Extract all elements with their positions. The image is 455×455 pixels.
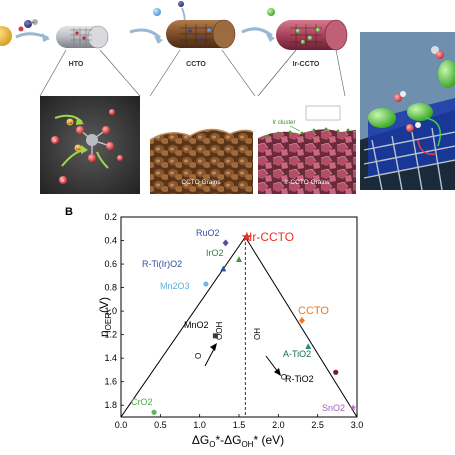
y-tick-label: 0.6 bbox=[104, 259, 117, 269]
y-axis-title: ηOER(V) bbox=[97, 297, 113, 337]
x-tick-label: 2.5 bbox=[311, 420, 324, 430]
point-r-tio2 bbox=[333, 369, 339, 375]
point-iro2 bbox=[236, 256, 242, 262]
mechanism-annotation-right: OH O bbox=[253, 328, 289, 380]
x-axis-ticks: 0.0 0.5 1.0 1.5 2.0 2.5 3.0 bbox=[115, 414, 364, 430]
y-tick-label: 1.2 bbox=[104, 330, 117, 340]
label-hto: HTO bbox=[69, 61, 84, 68]
svg-text:Cu: Cu bbox=[76, 147, 81, 151]
x-tick-label: 1.5 bbox=[233, 420, 246, 430]
arrow-2 bbox=[129, 28, 162, 40]
label-ir-ccto: Ir-CCTO bbox=[249, 230, 294, 244]
label-o-right: O bbox=[280, 374, 289, 380]
y-axis-ticks: 0.2 0.4 0.6 0.8 1.0 1.2 1.4 1.6 1.8 bbox=[104, 212, 124, 410]
label-a-tio2: A-TiO2 bbox=[283, 349, 311, 359]
inset-ir-ccto-grains: Ir cluster Ir-CCTO Grains bbox=[258, 96, 356, 194]
panel-a: HTO CCTO bbox=[0, 1, 455, 194]
mechanism-annotation-left: O OOH bbox=[194, 322, 224, 367]
label-mn2o3: Mn2O3 bbox=[160, 281, 190, 291]
ccto-rod bbox=[166, 19, 236, 49]
svg-text:H: H bbox=[54, 138, 57, 143]
point-a-tio2 bbox=[305, 343, 312, 350]
point-mn2o3 bbox=[203, 281, 209, 287]
label-oh: OH bbox=[253, 328, 262, 340]
plot-frame bbox=[120, 216, 358, 418]
panel-b: B 0.0 0.5 1.0 1.5 2.0 2.5 3.0 0.2 0.4 0.6 0.8 1.0 1… bbox=[65, 206, 363, 449]
point-ccto bbox=[298, 317, 305, 325]
label-r-ti-ir-o2: R-Ti(Ir)O2 bbox=[142, 259, 182, 269]
y-tick-label: 0.2 bbox=[104, 212, 117, 222]
label-ccto: CCTO bbox=[186, 61, 206, 68]
label-iro2: IrO2 bbox=[206, 248, 224, 258]
oer-mechanism-illustration bbox=[360, 32, 455, 191]
y-tick-label: 0.8 bbox=[104, 283, 117, 293]
inset-hto-mechanism: H H Cu Ca bbox=[40, 96, 140, 194]
x-tick-label: 0.0 bbox=[115, 420, 128, 430]
hto-rod bbox=[56, 25, 109, 49]
caption-ir-ccto-grains: Ir-CCTO Grains bbox=[284, 179, 330, 186]
point-cro2 bbox=[151, 409, 157, 415]
x-axis-title: ΔGO*-ΔGOH* (eV) bbox=[192, 433, 284, 449]
ion-particle-green bbox=[267, 8, 275, 16]
arrow-3 bbox=[241, 27, 273, 38]
label-sno2: SnO2 bbox=[322, 403, 345, 413]
label-ccto: CCTO bbox=[298, 305, 329, 317]
y-tick-label: 1.6 bbox=[104, 377, 117, 387]
x-tick-label: 2.0 bbox=[272, 420, 285, 430]
label-ooh: OOH bbox=[215, 322, 224, 340]
point-r-ti-ir-o2 bbox=[220, 265, 227, 272]
label-o-left: O bbox=[194, 353, 203, 359]
y-tick-label: 1.8 bbox=[104, 400, 117, 410]
ir-ccto-rod bbox=[276, 19, 348, 51]
point-ruo2 bbox=[222, 239, 229, 247]
label-cro2: CrO2 bbox=[131, 397, 153, 407]
svg-text:H: H bbox=[62, 178, 65, 183]
x-tick-label: 3.0 bbox=[351, 420, 364, 430]
panel-label-b: B bbox=[65, 206, 73, 218]
data-points bbox=[151, 231, 357, 415]
y-tick-label: 0.4 bbox=[104, 236, 117, 246]
label-ruo2: RuO2 bbox=[196, 228, 220, 238]
point-sno2 bbox=[349, 404, 357, 411]
label-ir-ccto: Ir-CCTO bbox=[293, 61, 320, 68]
label-r-tio2: R-TiO2 bbox=[285, 374, 314, 384]
precursor-particle bbox=[0, 26, 12, 46]
point-mno2 bbox=[212, 333, 218, 339]
label-mno2: MnO2 bbox=[184, 320, 209, 330]
y-tick-label: 1.0 bbox=[104, 306, 117, 316]
caption-ir-cluster: Ir cluster bbox=[272, 120, 295, 126]
ion-particle-blue bbox=[153, 8, 161, 16]
svg-text:Ca: Ca bbox=[68, 121, 73, 125]
point-ir-ccto bbox=[241, 231, 253, 242]
caption-ccto-grains: CCTO Grains bbox=[181, 179, 221, 186]
data-point-labels: Ir-CCTO RuO2 IrO2 R-Ti(Ir)O2 Mn2O3 CCTO MnO2 A-… bbox=[131, 228, 345, 413]
inset-ccto-grains: CCTO Grains bbox=[149, 96, 254, 194]
x-tick-label: 0.5 bbox=[154, 420, 167, 430]
y-tick-label: 1.4 bbox=[104, 353, 117, 363]
x-tick-label: 1.0 bbox=[193, 420, 206, 430]
